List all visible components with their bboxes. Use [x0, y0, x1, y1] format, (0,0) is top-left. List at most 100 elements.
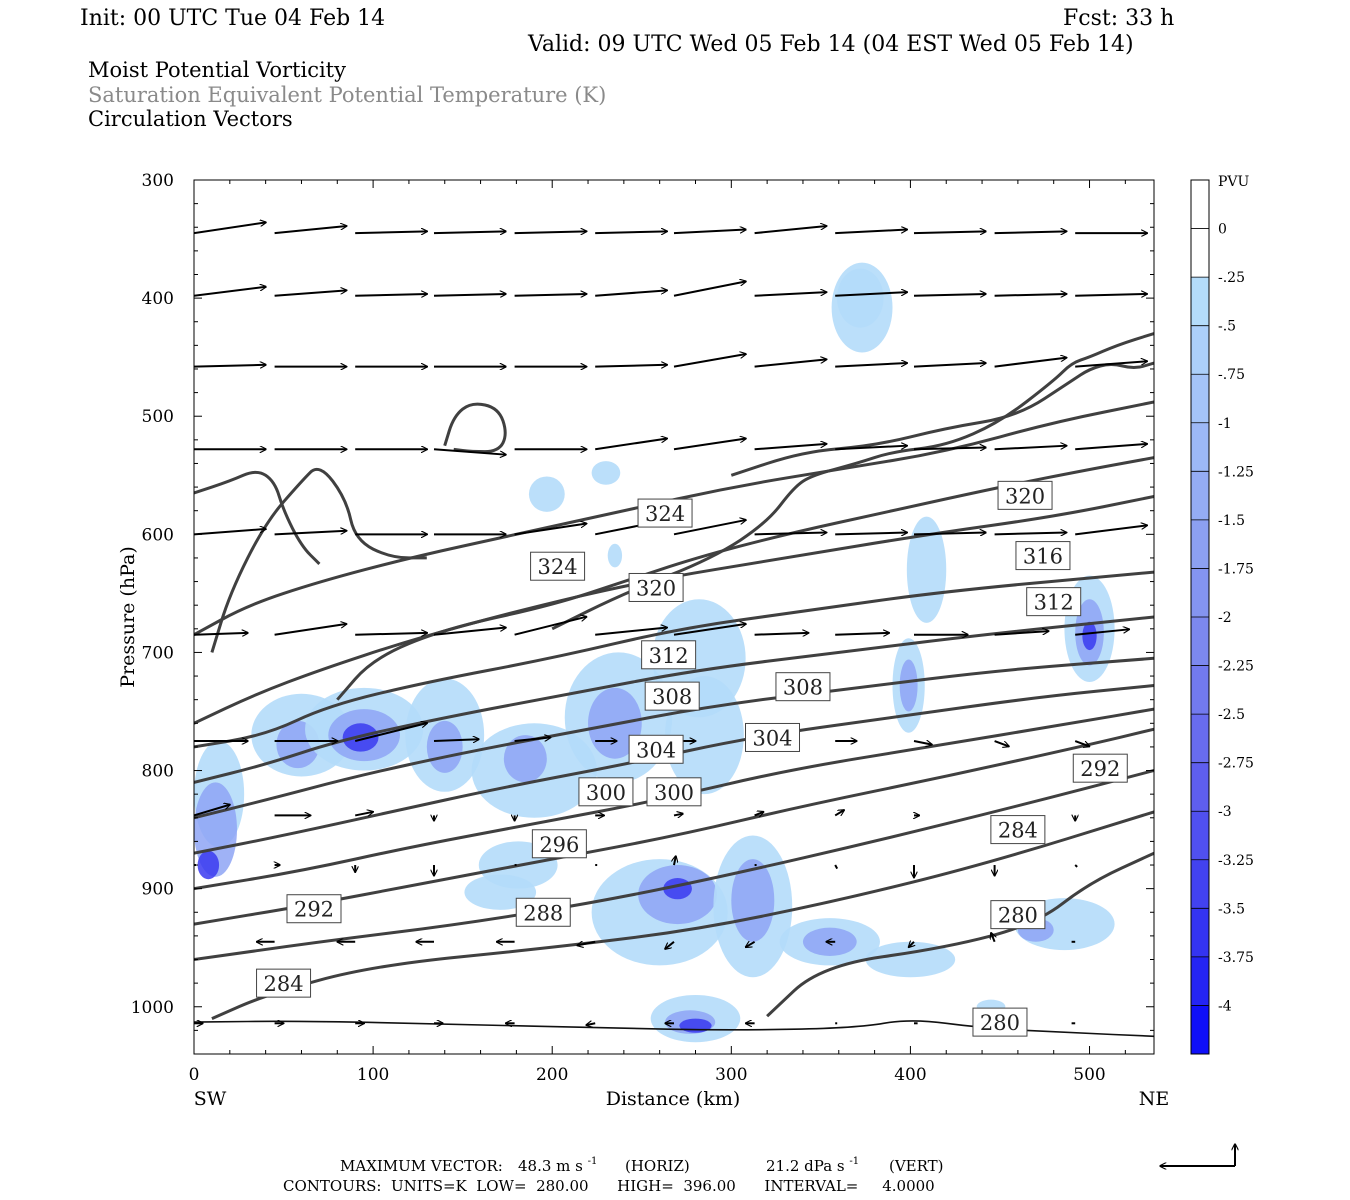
contour-label: 300 — [578, 777, 634, 807]
pv-shade-region — [1082, 621, 1097, 651]
contour-label-box — [997, 480, 1053, 510]
circulation-vector — [274, 531, 347, 536]
colorbar-label: -.25 — [1218, 270, 1245, 286]
reference-vector-icon — [1160, 1144, 1235, 1166]
contour-label-text: 324 — [645, 502, 685, 526]
contour-label-text: 284 — [998, 819, 1038, 843]
circulation-vector — [754, 292, 827, 297]
circulation-vector — [994, 631, 1049, 636]
svg-text:MAXIMUM VECTOR: 48.3 m s: MAXIMUM VECTOR: 48.3 m s -1 (HORIZ) 21.2… — [340, 1150, 944, 1175]
contour-label: 284 — [256, 968, 312, 998]
circulation-vector — [673, 624, 746, 636]
circulation-vector — [1075, 361, 1147, 368]
circulation-vector — [754, 444, 827, 451]
circulation-vector — [913, 231, 986, 233]
pv-shade-region — [503, 735, 547, 783]
circulation-vector — [991, 933, 995, 943]
circulation-vector — [194, 805, 230, 817]
circulation-vector — [754, 812, 764, 816]
theta-es-contour-line — [551, 332, 1154, 631]
pv-shade-region — [899, 659, 918, 712]
init-time: Init: 00 UTC Tue 04 Feb 14 — [80, 6, 385, 31]
circulation-vector — [673, 520, 746, 536]
colorbar-swatch — [1191, 1005, 1209, 1055]
contour-label-text: 312 — [1034, 591, 1074, 615]
colorbar-label: -2.75 — [1218, 756, 1254, 772]
y-tick-label: 900 — [142, 880, 174, 900]
max-vector-vert: 21.2 dPa s — [766, 1157, 845, 1175]
contour-label-text: 320 — [1005, 484, 1045, 508]
circulation-vector — [194, 529, 266, 536]
contour-label: 304 — [745, 722, 801, 752]
pv-shade-region — [679, 1018, 712, 1033]
colorbar-label: 0 — [1218, 222, 1227, 238]
circulation-vector — [754, 226, 827, 235]
field-title-vectors: Circulation Vectors — [88, 107, 293, 131]
contour-label: 288 — [515, 897, 571, 927]
contour-label-box — [628, 734, 684, 764]
colorbar-swatch — [1191, 519, 1209, 569]
circulation-vector — [354, 723, 427, 742]
circulation-vector — [754, 533, 827, 535]
axes: 0 100 200 300 400 500 300 400 500 600 700 800 900 100… — [131, 171, 1154, 1085]
colorbar-unit: PVU — [1218, 174, 1250, 190]
circulation-vector — [754, 633, 809, 635]
contour-label-box — [990, 900, 1046, 930]
colorbar-label: -.5 — [1218, 319, 1236, 335]
pv-shade-region — [836, 268, 884, 328]
field-title-mpv: Moist Potential Vorticity — [88, 58, 346, 82]
theta-es-contour-line — [194, 656, 1154, 820]
circulation-vector — [673, 281, 746, 297]
colorbar-swatch — [1191, 956, 1209, 1006]
colorbar-label: -3.25 — [1218, 853, 1254, 869]
circulation-vector — [433, 628, 506, 636]
max-vector-horiz: 48.3 m s — [518, 1157, 583, 1175]
circulation-vector — [514, 294, 587, 296]
circulation-vector — [913, 363, 986, 368]
circulation-vector — [665, 941, 675, 949]
colorbar-swatch — [1191, 714, 1209, 764]
contour-label: 292 — [1072, 753, 1128, 783]
circulation-vector — [673, 438, 746, 451]
contour-label-box — [637, 498, 693, 528]
circulation-vector — [1075, 294, 1147, 296]
y-tick-label: 300 — [142, 171, 174, 191]
y-tick-label: 700 — [142, 643, 174, 663]
theta-es-contour-line — [443, 402, 507, 454]
circulation-vector — [514, 617, 587, 636]
plot-frame — [193, 179, 1155, 1055]
contour-label: 280 — [972, 1007, 1028, 1037]
contour-label-text: 292 — [294, 898, 334, 922]
contour-label-box — [972, 1007, 1028, 1037]
forecast-hour: Fcst: 33 h — [1063, 6, 1174, 31]
x-axis-title: Distance (km) — [606, 1088, 741, 1110]
circulation-vector — [913, 447, 986, 449]
contour-label-text: 308 — [652, 685, 692, 709]
theta-es-contour-line — [194, 615, 1154, 784]
circulation-vector — [913, 294, 986, 296]
colorbar-label: -1.25 — [1218, 464, 1254, 480]
valid-time: Valid: 09 UTC Wed 05 Feb 14 (04 EST Wed … — [527, 32, 1134, 57]
circulation-vector — [754, 359, 827, 368]
field-title-theta-es: Saturation Equivalent Potential Temperat… — [88, 83, 606, 107]
circulation-vector — [194, 222, 266, 235]
colorbar-swatch — [1191, 859, 1209, 909]
colorbar-swatch — [1191, 762, 1209, 812]
colorbar-label: -2 — [1218, 610, 1232, 626]
contour-label: 284 — [990, 815, 1046, 845]
contour-label-box — [515, 897, 571, 927]
contour-label-text: 320 — [636, 576, 676, 600]
circulation-vector — [355, 633, 427, 635]
circulation-vector — [1075, 525, 1147, 536]
contour-label-text: 280 — [980, 1011, 1020, 1035]
colorbar-label: -1.5 — [1218, 513, 1245, 529]
contour-label-text: 316 — [1023, 545, 1063, 569]
x-tick-label: 200 — [536, 1065, 568, 1085]
circulation-vector — [433, 448, 506, 454]
contour-label: 316 — [1015, 541, 1071, 571]
theta-es-contour-line — [766, 851, 1154, 1018]
contour-label-box — [628, 572, 684, 602]
y-tick-label: 800 — [142, 762, 174, 782]
circulation-vector — [595, 365, 667, 367]
